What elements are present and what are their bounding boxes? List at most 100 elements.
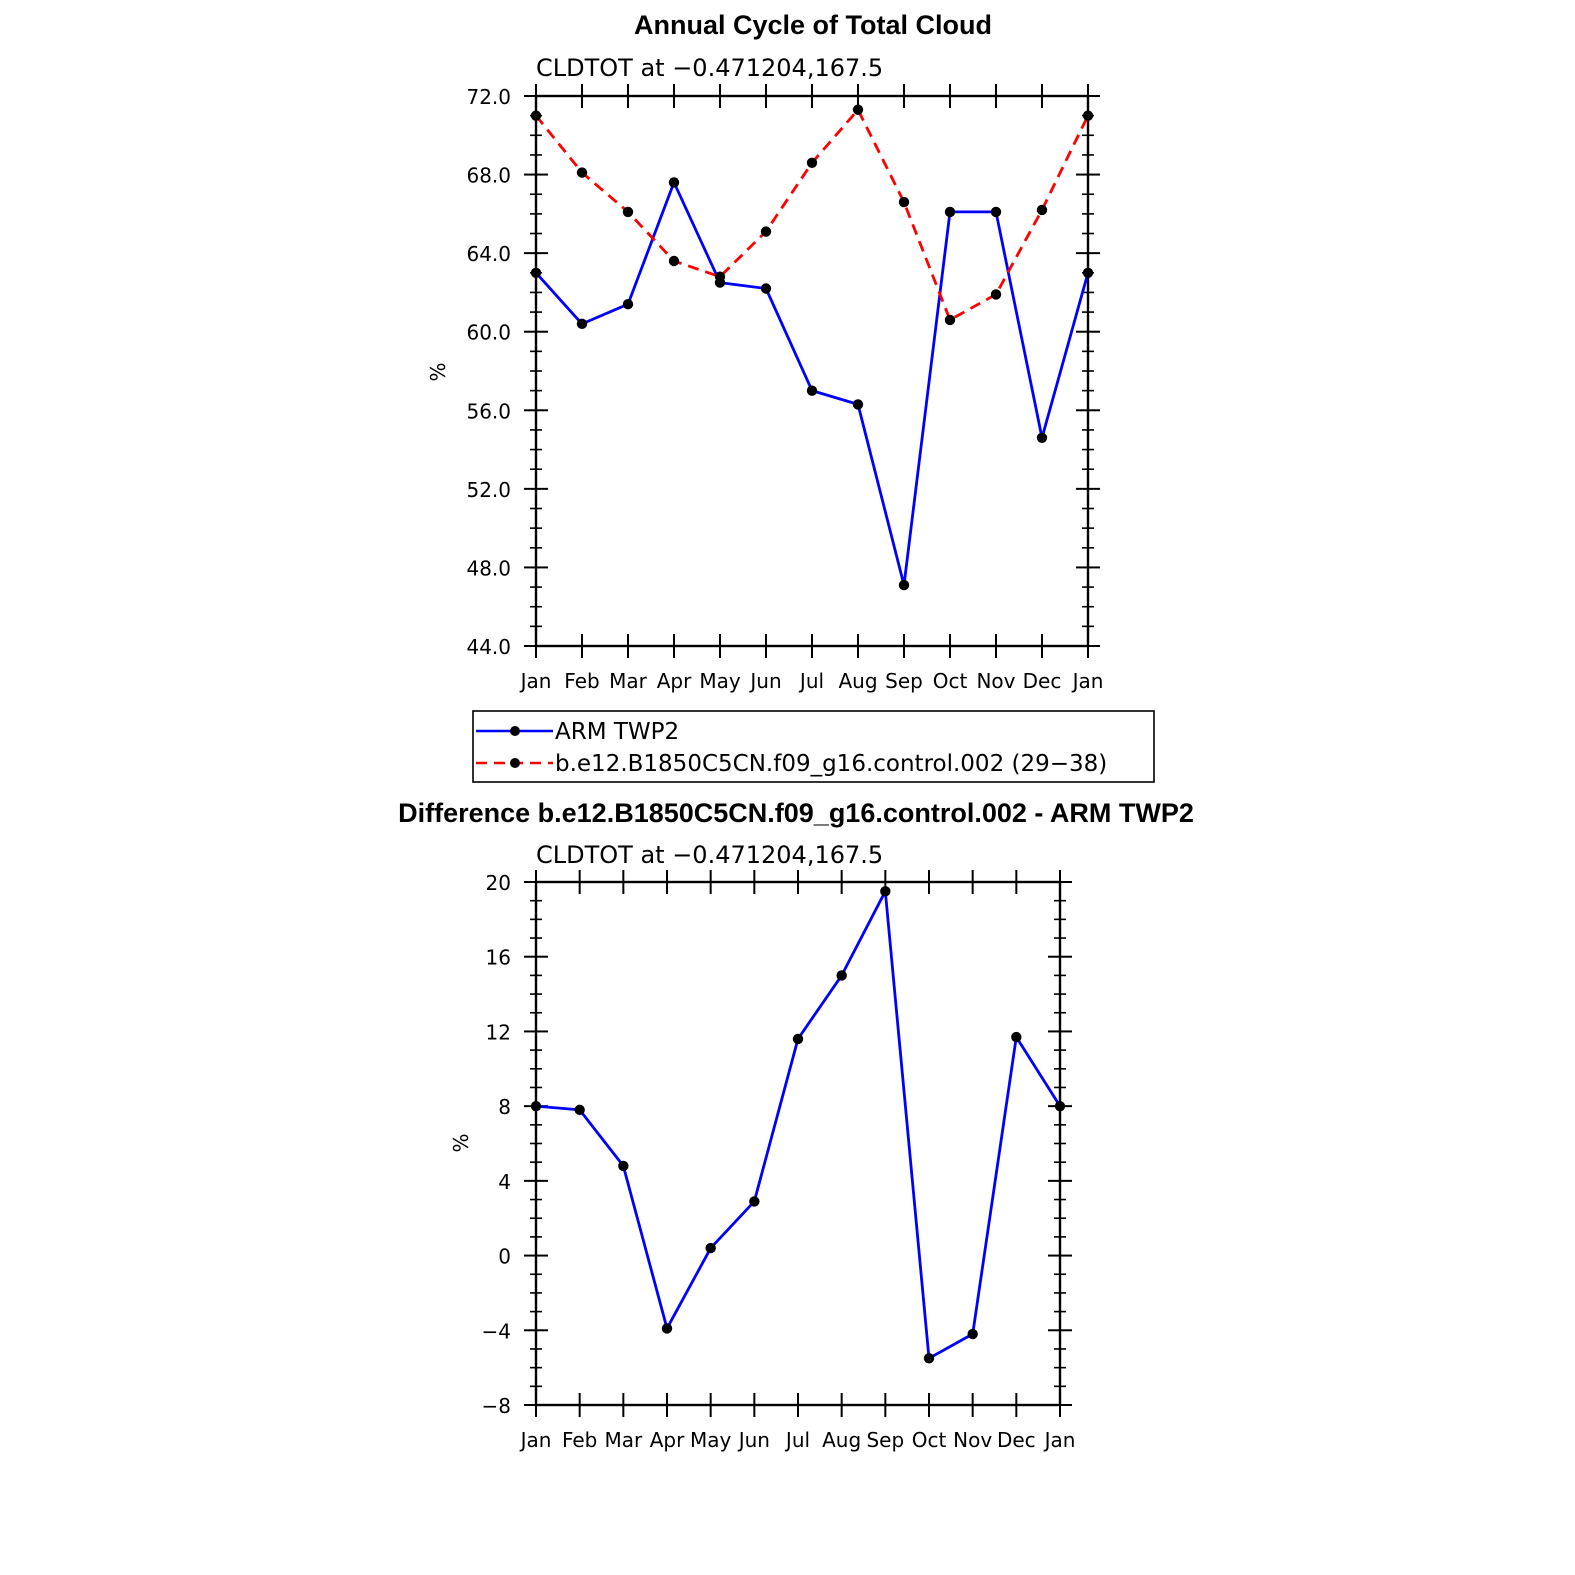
- data-point: [990, 206, 1002, 218]
- y-tick-label: 64.0: [466, 242, 511, 266]
- data-point: [1082, 110, 1094, 121]
- data-point: [749, 1196, 760, 1207]
- x-tick-label: Oct: [912, 1428, 947, 1452]
- data-point: [668, 177, 680, 188]
- data-point: [806, 385, 818, 396]
- data-point: [923, 1353, 935, 1364]
- x-tick-label: Jul: [798, 669, 824, 693]
- x-tick-label: Apr: [650, 1428, 685, 1452]
- x-tick-label: May: [690, 1428, 732, 1452]
- legend-box: [472, 710, 1155, 783]
- data-point: [898, 579, 910, 591]
- x-tick-label: Aug: [838, 669, 877, 693]
- data-point: [852, 399, 864, 410]
- data-point: [1036, 432, 1048, 443]
- data-point: [1054, 1100, 1066, 1112]
- x-tick-label: Sep: [866, 1428, 904, 1452]
- series-line-1: [534, 108, 1090, 322]
- plot-frame: [534, 880, 1062, 1407]
- chart-title: Difference b.e12.B1850C5CN.f09_g16.contr…: [398, 798, 1194, 828]
- x-tick-label: Jun: [748, 669, 781, 693]
- data-point: [1036, 204, 1048, 216]
- x-tick-label: Nov: [976, 669, 1015, 693]
- y-tick-label: −8: [482, 1394, 511, 1418]
- y-tick-label: 56.0: [466, 399, 511, 423]
- data-point: [1011, 1031, 1022, 1043]
- data-point: [622, 299, 634, 310]
- y-tick-label: 52.0: [466, 478, 511, 502]
- x-tick-label: Feb: [562, 1428, 597, 1452]
- axes: Jan Feb Mar Apr May Jun Jul Aug Sep Oct Nov Dec Jan−…: [482, 870, 1076, 1452]
- y-tick-label: 4: [498, 1170, 511, 1194]
- data-point: [530, 1100, 542, 1112]
- data-point: [967, 1328, 978, 1340]
- data-point: [530, 267, 542, 278]
- y-tick-label: 0: [498, 1245, 511, 1269]
- x-tick-label: Jan: [519, 1428, 552, 1452]
- x-tick-label: Dec: [997, 1428, 1036, 1452]
- x-tick-label: Aug: [822, 1428, 861, 1452]
- data-point: [944, 314, 956, 326]
- y-tick-label: 44.0: [466, 635, 511, 659]
- difference-panel: Difference b.e12.B1850C5CN.f09_g16.contr…: [398, 798, 1194, 1452]
- data-point: [574, 1104, 585, 1116]
- x-tick-label: Jan: [1043, 1428, 1076, 1452]
- y-tick-label: 48.0: [466, 556, 511, 580]
- plot-frame: [534, 94, 1090, 648]
- plot-marks: [530, 104, 1094, 591]
- y-axis-label: %: [426, 362, 450, 381]
- x-tick-label: Sep: [885, 669, 923, 693]
- data-point: [852, 104, 864, 115]
- plot-marks: [530, 886, 1066, 1364]
- legend: ARM TWP2 b.e12.B1850C5CN.f09_g16.control…: [472, 710, 1155, 783]
- y-tick-label: −4: [482, 1319, 511, 1343]
- x-tick-label: Jun: [737, 1428, 770, 1452]
- x-tick-label: Oct: [933, 669, 968, 693]
- annual-cycle-panel: Annual Cycle of Total Cloud CLDTOT at −0…: [426, 10, 1103, 693]
- data-point: [1082, 267, 1094, 278]
- x-tick-label: Dec: [1023, 669, 1062, 693]
- chart-subtitle: CLDTOT at −0.471204,167.5: [536, 841, 883, 869]
- y-tick-label: 16: [486, 946, 511, 970]
- data-point: [990, 289, 1002, 300]
- chart-title: Annual Cycle of Total Cloud: [634, 10, 992, 40]
- data-point: [661, 1323, 673, 1334]
- series-line-0: [534, 180, 1090, 587]
- x-tick-label: May: [699, 669, 741, 693]
- data-point: [576, 167, 588, 178]
- data-point: [792, 1033, 804, 1045]
- data-point: [576, 318, 588, 330]
- y-tick-label: 12: [486, 1020, 511, 1044]
- x-tick-label: Feb: [564, 669, 599, 693]
- data-point: [668, 255, 680, 267]
- legend-marker-model: [510, 758, 520, 768]
- x-tick-label: Jan: [1071, 669, 1104, 693]
- data-point: [880, 886, 891, 897]
- data-point: [836, 970, 847, 981]
- chart-subtitle: CLDTOT at −0.471204,167.5: [536, 54, 883, 82]
- axes: Jan Feb Mar Apr May Jun Jul Aug Sep Oct Nov Dec Jan 4…: [466, 84, 1103, 693]
- data-point: [806, 157, 818, 168]
- data-point: [898, 196, 910, 208]
- y-tick-label: 8: [498, 1095, 511, 1119]
- data-point: [760, 283, 772, 294]
- y-axis-label: %: [449, 1133, 473, 1152]
- data-point: [714, 271, 726, 282]
- x-tick-label: Mar: [604, 1428, 643, 1452]
- data-point: [530, 110, 542, 121]
- data-point: [622, 206, 634, 218]
- x-tick-label: Mar: [609, 669, 648, 693]
- x-tick-label: Nov: [953, 1428, 992, 1452]
- legend-label-arm: ARM TWP2: [555, 719, 679, 745]
- series-line-0: [535, 889, 1062, 1360]
- x-tick-label: Jul: [784, 1428, 810, 1452]
- y-tick-label: 60.0: [466, 321, 511, 345]
- x-tick-label: Jan: [519, 669, 552, 693]
- legend-label-model: b.e12.B1850C5CN.f09_g16.control.002 (29−…: [555, 751, 1107, 777]
- y-tick-label: 20: [486, 871, 511, 895]
- y-tick-label: 72.0: [466, 85, 511, 109]
- data-point: [618, 1160, 629, 1172]
- legend-marker-arm: [510, 726, 520, 736]
- y-tick-label: 68.0: [466, 164, 511, 188]
